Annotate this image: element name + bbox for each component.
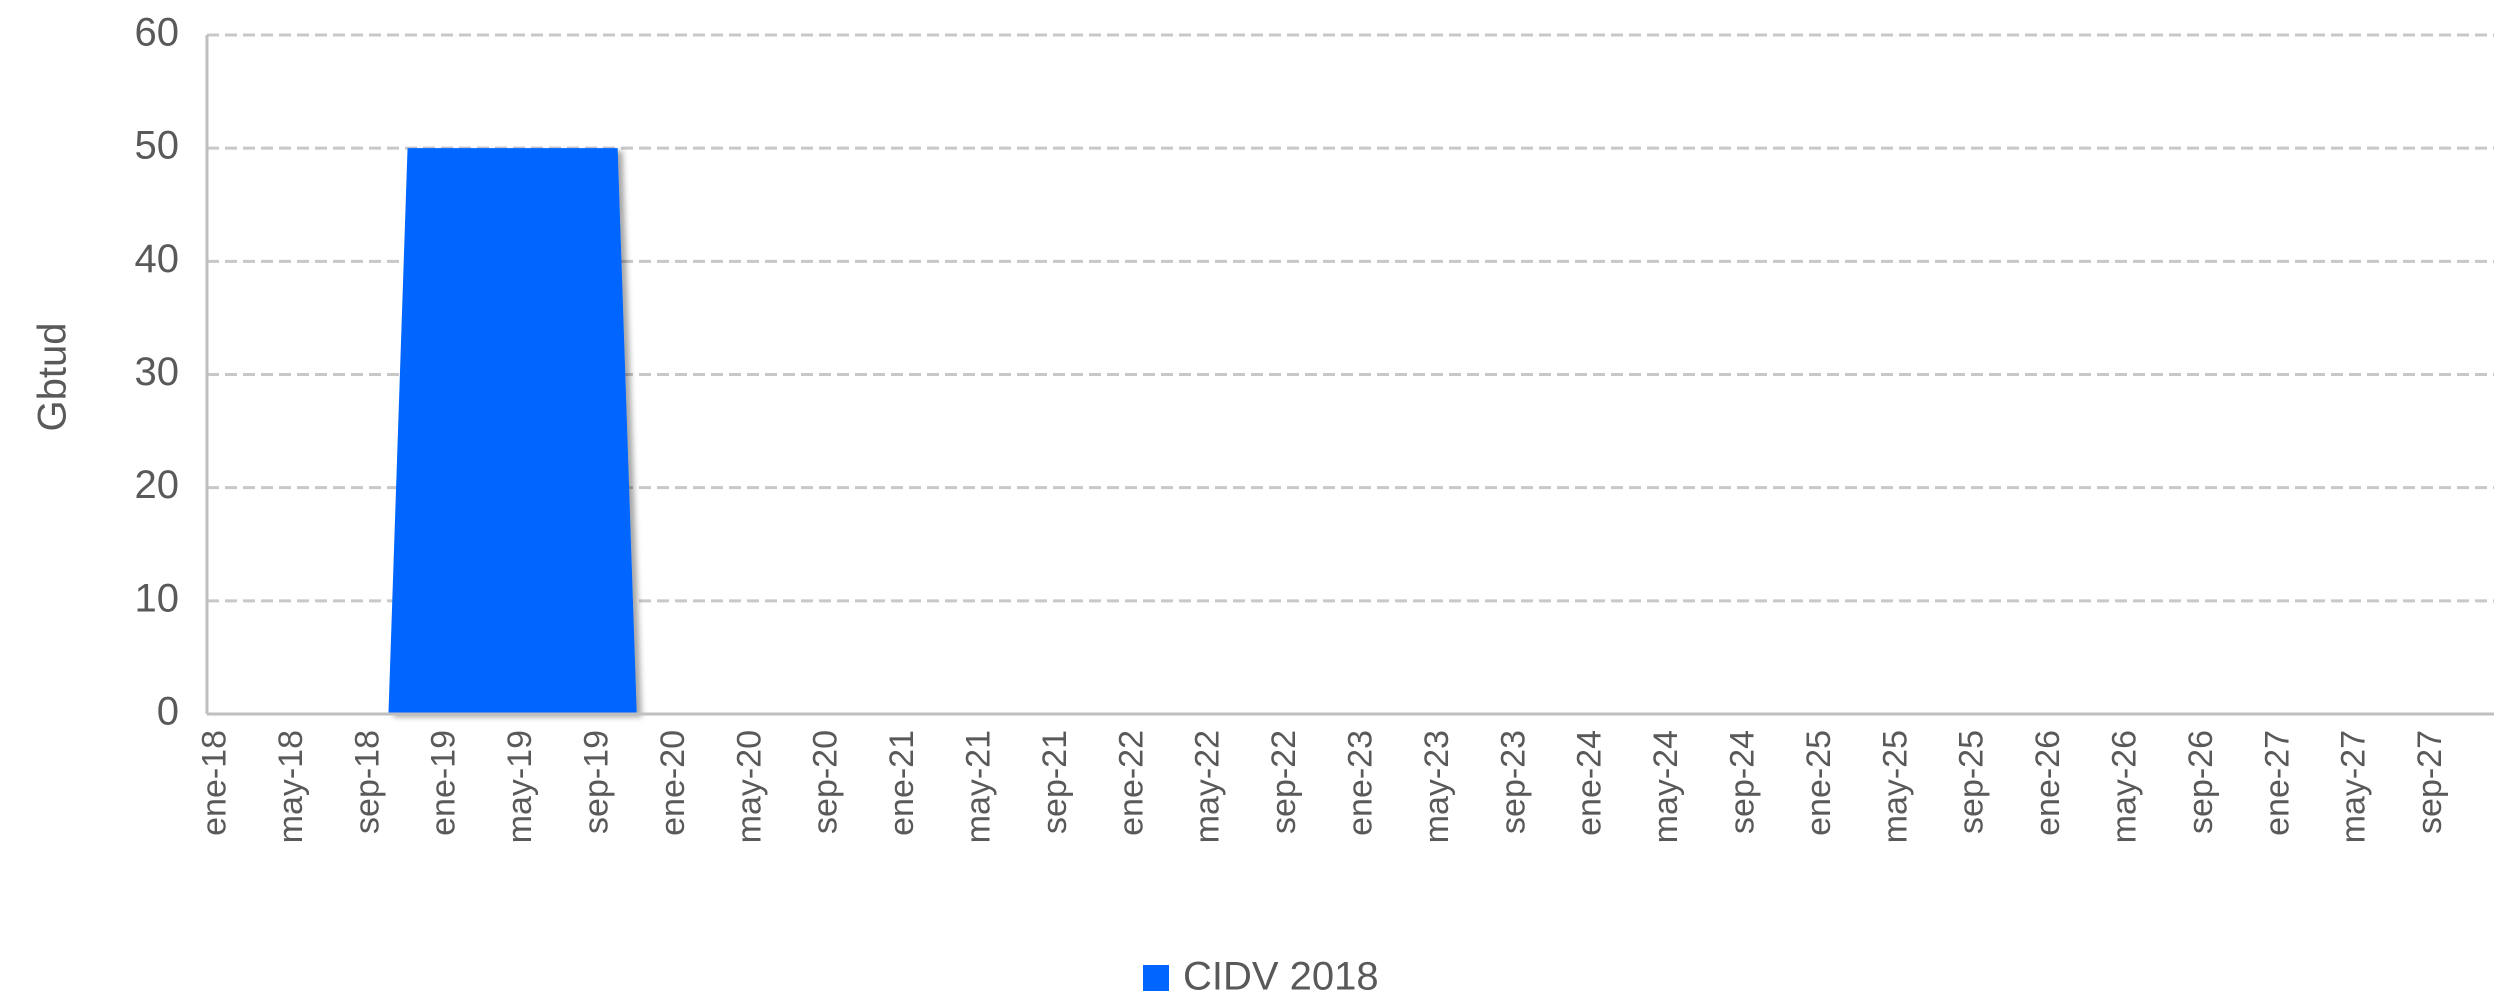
legend-swatch [1143,965,1169,991]
area [216,148,2490,714]
x-tick-label: ene-21 [883,730,921,836]
x-tick-label: may-18 [272,730,310,843]
x-tick-label: may-27 [2335,730,2373,843]
x-tick-label: may-23 [1418,730,1456,843]
x-tick-label: sep-21 [1036,730,1074,834]
x-tick-label: ene-23 [1342,730,1380,836]
x-tick-label: ene-24 [1571,730,1609,836]
x-tick-label: may-26 [2106,730,2144,843]
y-tick-label: 30 [135,350,180,394]
x-tick-label: may-24 [1647,730,1685,843]
x-tick-label: sep-27 [2411,730,2449,834]
x-tick-label: sep-24 [1724,730,1762,834]
y-tick-label: 40 [135,237,180,281]
y-tick-label: 10 [135,576,180,620]
x-tick-label: may-25 [1876,730,1914,843]
y-tick-label: 0 [157,690,179,734]
y-tick-label: 20 [135,463,180,507]
legend-label: CIDV 2018 [1183,955,1379,999]
x-tick-label: sep-18 [348,730,386,834]
x-tick-label: ene-25 [1800,730,1838,836]
x-tick-label: ene-22 [1112,730,1150,836]
x-tick-label: sep-25 [1953,730,1991,834]
x-tick-label: may-21 [960,730,998,843]
x-tick-label: sep-22 [1265,730,1303,834]
x-tick-label: sep-19 [578,730,616,834]
y-axis-title: Gbtud [31,323,75,432]
x-tick-label: ene-20 [654,730,692,836]
y-tick-label: 60 [135,11,180,55]
x-tick-label: sep-23 [1494,730,1532,834]
x-tick-label: ene-26 [2029,730,2067,836]
x-tick-label: may-22 [1189,730,1227,843]
y-tick-label: 50 [135,124,180,168]
x-tick-label: may-19 [501,730,539,843]
x-tick-label: sep-26 [2182,730,2220,834]
x-tick-label: may-20 [730,730,768,843]
x-tick-label: ene-18 [196,730,234,836]
x-tick-label: ene-19 [425,730,463,836]
x-tick-label: sep-20 [807,730,845,834]
x-tick-label: ene-27 [2258,730,2296,836]
